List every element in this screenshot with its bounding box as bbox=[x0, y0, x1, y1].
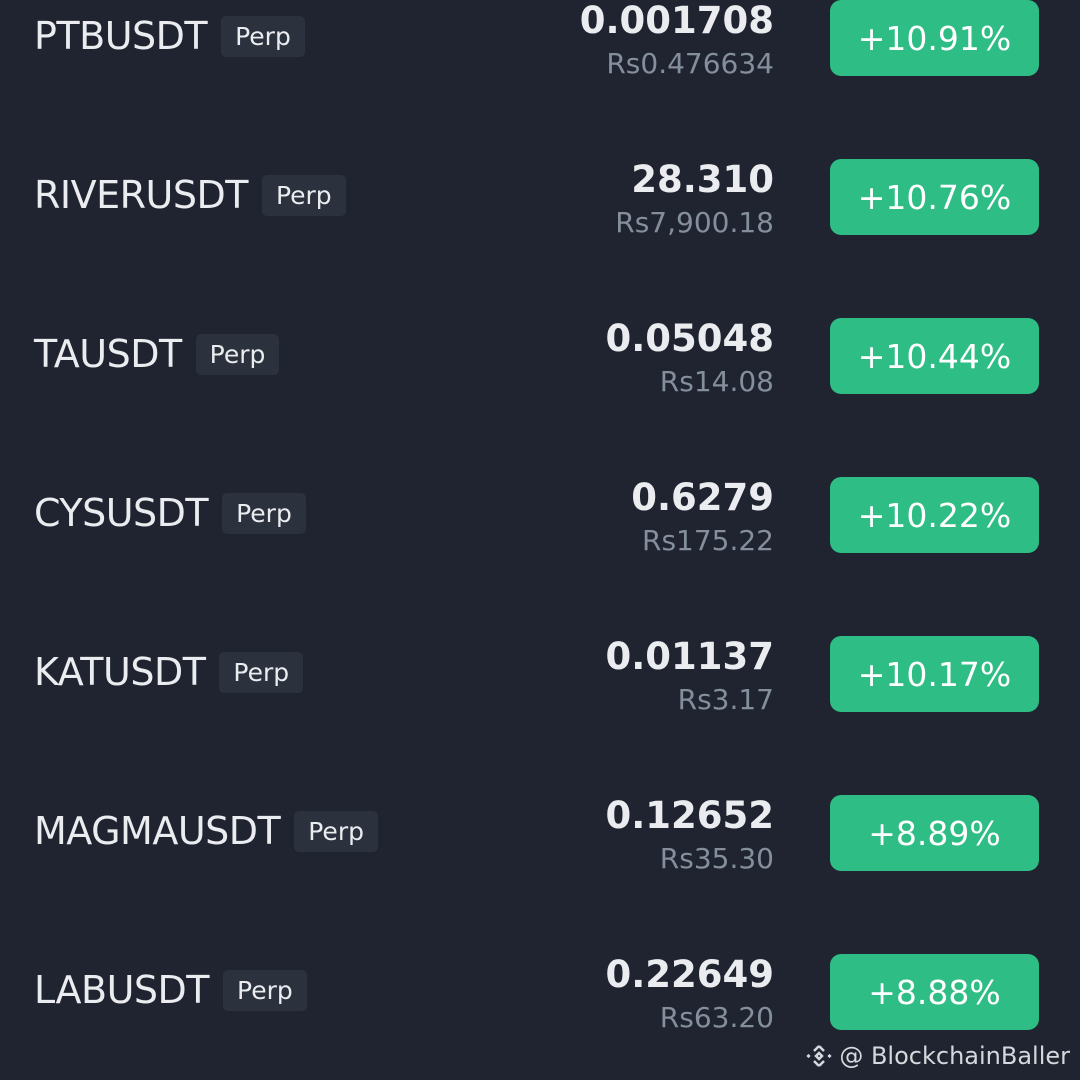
change-button[interactable]: +8.89% bbox=[830, 795, 1039, 871]
price-group: 0.05048 Rs14.08 bbox=[605, 316, 774, 402]
change-button[interactable]: +10.22% bbox=[830, 477, 1039, 553]
symbol-group: TAUSDT Perp bbox=[34, 332, 280, 376]
watermark-text: @ BlockchainBaller bbox=[839, 1042, 1070, 1070]
symbol-name: KATUSDT bbox=[34, 650, 206, 694]
last-price: 0.01137 bbox=[605, 635, 774, 678]
local-price: Rs35.30 bbox=[659, 842, 774, 875]
price-group: 0.12652 Rs35.30 bbox=[605, 793, 774, 879]
local-price: Rs3.17 bbox=[677, 683, 774, 716]
symbol-name: CYSUSDT bbox=[34, 491, 209, 535]
perp-badge: Perp bbox=[222, 492, 306, 534]
symbol-name: LABUSDT bbox=[34, 968, 210, 1012]
symbol-group: PTBUSDT Perp bbox=[34, 14, 305, 58]
market-row[interactable]: CYSUSDT Perp 0.6279 Rs175.22 +10.22% bbox=[0, 435, 1080, 594]
market-row[interactable]: LABUSDT Perp 0.22649 Rs63.20 +8.88% bbox=[0, 912, 1080, 1071]
last-price: 0.22649 bbox=[605, 953, 774, 996]
symbol-group: MAGMAUSDT Perp bbox=[34, 809, 378, 853]
local-price: Rs7,900.18 bbox=[615, 206, 774, 239]
symbol-group: RIVERUSDT Perp bbox=[34, 173, 346, 217]
change-button[interactable]: +8.88% bbox=[830, 954, 1039, 1030]
perp-badge: Perp bbox=[221, 15, 305, 57]
change-button[interactable]: +10.76% bbox=[830, 159, 1039, 235]
change-button[interactable]: +10.91% bbox=[830, 0, 1039, 76]
perp-badge: Perp bbox=[261, 174, 346, 216]
market-row[interactable]: RIVERUSDT Perp 28.310 Rs7,900.18 +10.76% bbox=[0, 117, 1080, 276]
watermark: @ BlockchainBaller bbox=[805, 1042, 1070, 1070]
last-price: 0.6279 bbox=[631, 476, 774, 519]
local-price: Rs0.476634 bbox=[606, 47, 774, 80]
local-price: Rs63.20 bbox=[659, 1001, 774, 1034]
last-price: 28.310 bbox=[631, 158, 774, 201]
market-row[interactable]: PTBUSDT Perp 0.001708 Rs0.476634 +10.91% bbox=[0, 0, 1080, 117]
symbol-name: MAGMAUSDT bbox=[34, 809, 281, 853]
change-button[interactable]: +10.17% bbox=[830, 636, 1039, 712]
price-group: 28.310 Rs7,900.18 bbox=[615, 157, 774, 243]
perp-badge: Perp bbox=[223, 969, 307, 1011]
price-group: 0.01137 Rs3.17 bbox=[605, 634, 774, 720]
change-button[interactable]: +10.44% bbox=[830, 318, 1039, 394]
last-price: 0.001708 bbox=[579, 0, 774, 42]
last-price: 0.12652 bbox=[605, 794, 774, 837]
binance-logo-icon bbox=[806, 1045, 832, 1067]
perp-badge: Perp bbox=[195, 333, 280, 375]
market-row[interactable]: MAGMAUSDT Perp 0.12652 Rs35.30 +8.89% bbox=[0, 753, 1080, 912]
symbol-name: TAUSDT bbox=[34, 332, 182, 376]
symbol-group: LABUSDT Perp bbox=[34, 968, 307, 1012]
price-group: 0.6279 Rs175.22 bbox=[631, 475, 774, 561]
local-price: Rs14.08 bbox=[659, 365, 774, 398]
local-price: Rs175.22 bbox=[641, 524, 774, 557]
market-row[interactable]: TAUSDT Perp 0.05048 Rs14.08 +10.44% bbox=[0, 276, 1080, 435]
last-price: 0.05048 bbox=[605, 317, 774, 360]
symbol-name: PTBUSDT bbox=[34, 14, 208, 58]
perp-badge: Perp bbox=[219, 651, 304, 693]
symbol-group: KATUSDT Perp bbox=[34, 650, 304, 694]
price-group: 0.22649 Rs63.20 bbox=[605, 952, 774, 1038]
price-group: 0.001708 Rs0.476634 bbox=[580, 0, 774, 84]
symbol-group: CYSUSDT Perp bbox=[34, 491, 306, 535]
perp-badge: Perp bbox=[294, 810, 378, 852]
symbol-name: RIVERUSDT bbox=[34, 173, 248, 217]
market-row[interactable]: KATUSDT Perp 0.01137 Rs3.17 +10.17% bbox=[0, 594, 1080, 753]
